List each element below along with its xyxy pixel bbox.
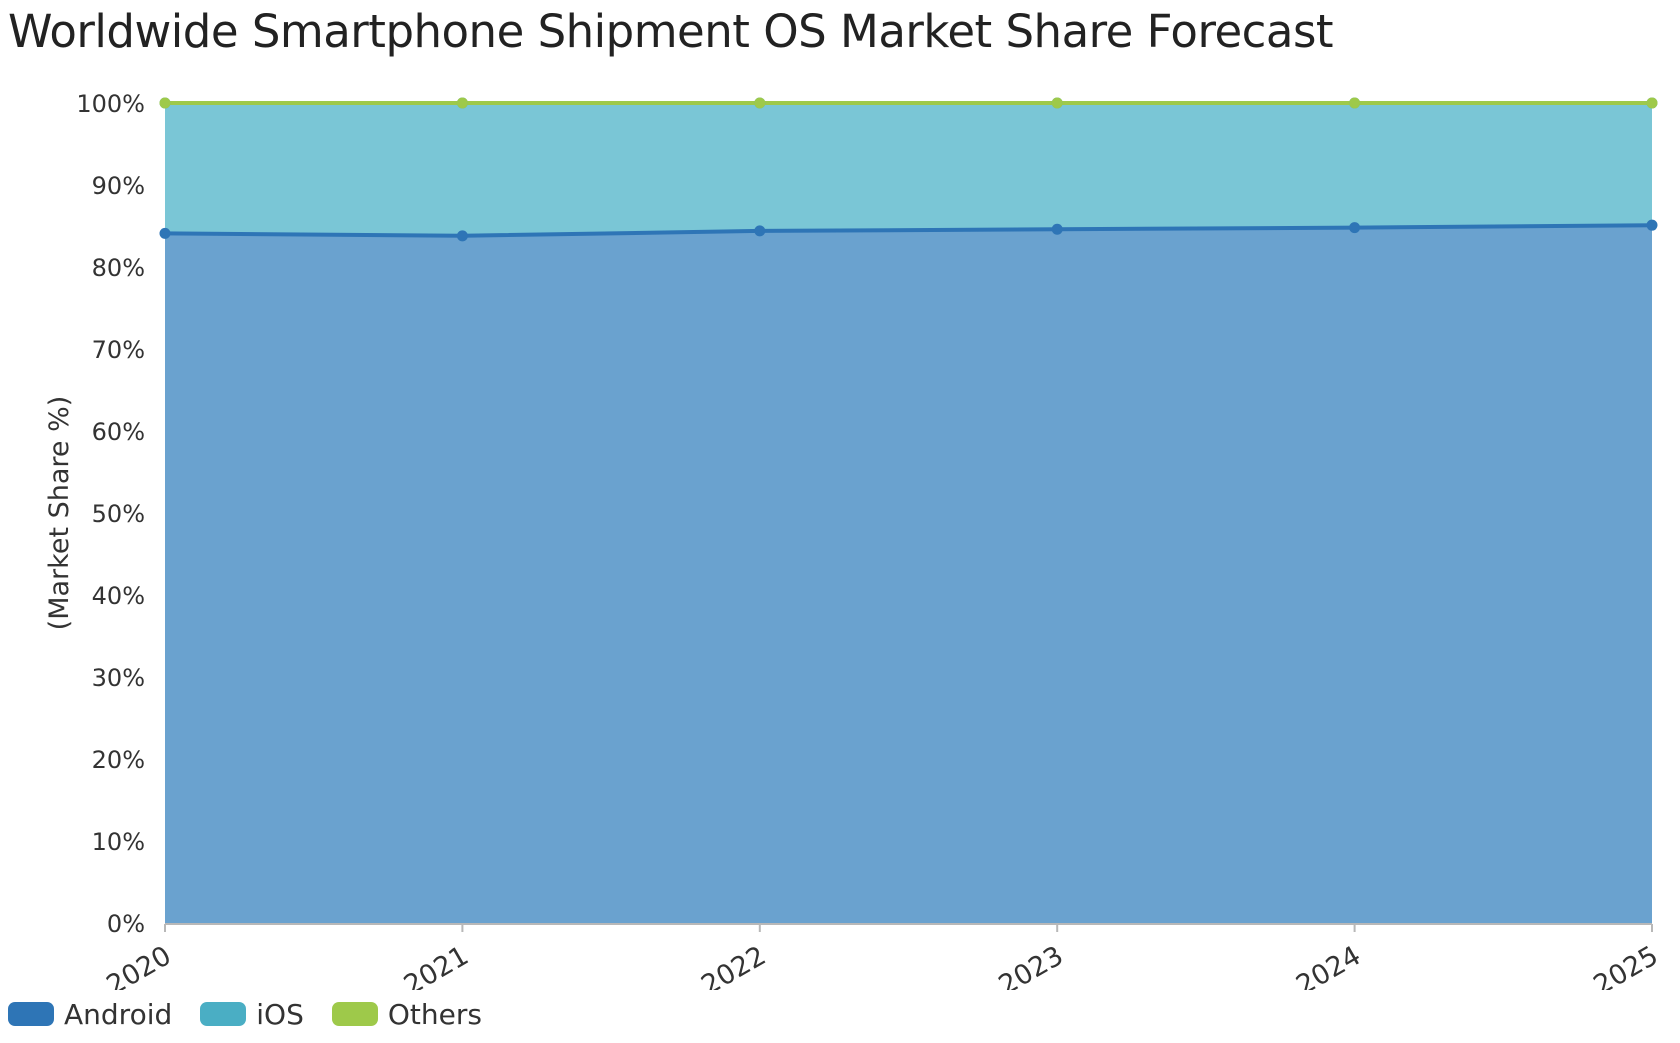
- legend-label-ios: iOS: [256, 997, 304, 1031]
- point-android-2025[interactable]: [1646, 219, 1658, 231]
- point-others-2023[interactable]: [1051, 97, 1063, 109]
- point-others-2021[interactable]: [456, 97, 468, 109]
- point-android-2021[interactable]: [456, 230, 468, 242]
- chart-plot-area: 0% 10% 20% 30% 40% 50% 60% 70% 80% 90% 100% 2020 202…: [44, 90, 1664, 990]
- point-android-2022[interactable]: [754, 225, 766, 237]
- line-android: [164, 223, 1653, 238]
- point-others-2022[interactable]: [754, 97, 766, 109]
- legend-swatch-ios: [200, 1002, 247, 1026]
- y-tick-label: 70%: [92, 336, 145, 364]
- point-others-2025[interactable]: [1646, 97, 1658, 109]
- x-tick-label: 2024: [1291, 940, 1366, 990]
- y-tick-label: 10%: [92, 828, 145, 856]
- areas-layer: [165, 103, 1652, 923]
- x-tick-label: 2023: [994, 940, 1069, 990]
- point-others-2024[interactable]: [1349, 97, 1361, 109]
- legend-swatch-android: [8, 1002, 54, 1026]
- chart-legend: Android iOS Others: [8, 994, 510, 1034]
- lines-layer: [164, 101, 1653, 238]
- y-tick-label: 20%: [92, 746, 145, 774]
- x-tick-label: 2020: [101, 940, 176, 990]
- y-tick-label: 50%: [92, 500, 145, 528]
- x-tick-label: 2025: [1588, 940, 1663, 990]
- y-axis-title: (Market Share %): [44, 396, 75, 631]
- y-tick-label: 40%: [92, 582, 145, 610]
- y-tick-label: 90%: [92, 172, 145, 200]
- area-ios: [165, 103, 1652, 236]
- y-tick-label: 60%: [92, 418, 145, 446]
- x-tick-label: 2022: [696, 940, 771, 990]
- area-android: [165, 225, 1652, 923]
- point-android-2020[interactable]: [159, 227, 171, 239]
- y-tick-label: 30%: [92, 664, 145, 692]
- legend-label-others: Others: [387, 997, 482, 1031]
- point-others-2020[interactable]: [159, 97, 171, 109]
- legend-item-ios[interactable]: iOS: [200, 998, 304, 1031]
- legend-item-others[interactable]: Others: [331, 997, 482, 1031]
- chart-title: Worldwide Smartphone Shipment OS Market …: [8, 5, 1334, 58]
- legend-swatch-others: [331, 1002, 378, 1026]
- points-layer: [159, 97, 1658, 242]
- y-tick-label: 100%: [76, 90, 145, 118]
- legend-label-android: Android: [64, 997, 173, 1031]
- y-tick-label: 0%: [107, 910, 145, 938]
- axis-layer: [164, 923, 1653, 932]
- legend-item-android[interactable]: Android: [8, 998, 172, 1031]
- point-android-2024[interactable]: [1349, 222, 1361, 234]
- point-android-2023[interactable]: [1051, 223, 1063, 235]
- x-tick-label: 2021: [399, 940, 474, 990]
- y-tick-label: 80%: [92, 254, 145, 282]
